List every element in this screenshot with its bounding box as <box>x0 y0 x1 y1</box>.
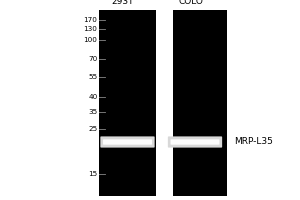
Text: COLO: COLO <box>178 0 203 6</box>
Bar <box>99 10 156 196</box>
Text: 130: 130 <box>84 26 98 32</box>
Text: MRP-L35: MRP-L35 <box>234 138 273 146</box>
Text: 40: 40 <box>88 94 98 100</box>
Text: 70: 70 <box>88 56 98 62</box>
FancyBboxPatch shape <box>168 136 222 148</box>
Text: 293T: 293T <box>112 0 134 6</box>
Text: 170: 170 <box>84 17 98 23</box>
Text: 100: 100 <box>84 37 98 43</box>
FancyBboxPatch shape <box>171 139 220 145</box>
Text: 25: 25 <box>88 126 98 132</box>
Text: 35: 35 <box>88 109 98 115</box>
Text: 55: 55 <box>88 74 98 80</box>
FancyBboxPatch shape <box>103 139 152 145</box>
Bar <box>172 10 226 196</box>
Text: 15: 15 <box>88 171 98 177</box>
FancyBboxPatch shape <box>100 136 155 148</box>
